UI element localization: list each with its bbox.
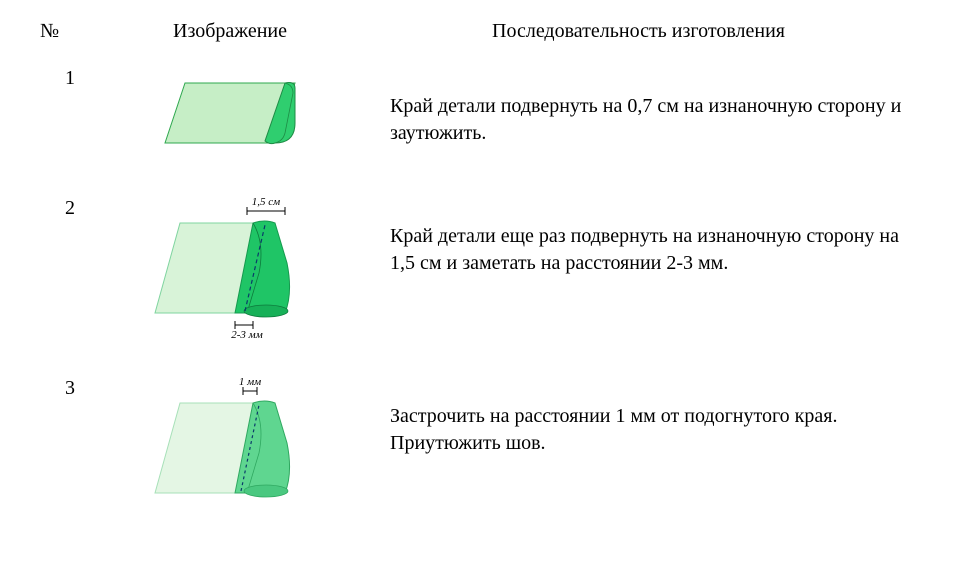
header-sequence: Последовательность изготовления xyxy=(360,20,917,43)
measure-label: 1,5 см xyxy=(252,196,280,208)
measure-label: 1 мм xyxy=(239,376,261,388)
fold-diagram-2: 1,5 см 2-3 мм xyxy=(135,193,325,343)
step-row: 2 1,5 см 2-3 мм Край детали еще раз подв… xyxy=(40,193,917,343)
table-header: № Изображение Последовательность изготов… xyxy=(40,20,917,43)
step-number: 2 xyxy=(40,193,100,220)
step-row: 1 Край детали подвернуть на 0,7 см на из… xyxy=(40,63,917,163)
step-row: 3 1 мм Застрочить на расстоянии 1 мм от … xyxy=(40,373,917,513)
header-image: Изображение xyxy=(100,20,360,43)
step-diagram: 1 мм xyxy=(100,373,360,513)
step-number: 3 xyxy=(40,373,100,400)
step-description: Край детали подвернуть на 0,7 см на изна… xyxy=(360,63,917,147)
fold-diagram-3: 1 мм xyxy=(135,373,325,513)
measure-label: 2-3 мм xyxy=(231,329,262,341)
step-description: Застрочить на расстоянии 1 мм от подогну… xyxy=(360,373,917,457)
step-diagram: 1,5 см 2-3 мм xyxy=(100,193,360,343)
header-num: № xyxy=(40,20,100,43)
fold-diagram-1 xyxy=(145,63,315,163)
step-diagram xyxy=(100,63,360,163)
step-number: 1 xyxy=(40,63,100,90)
step-description: Край детали еще раз подвернуть на изнано… xyxy=(360,193,917,277)
